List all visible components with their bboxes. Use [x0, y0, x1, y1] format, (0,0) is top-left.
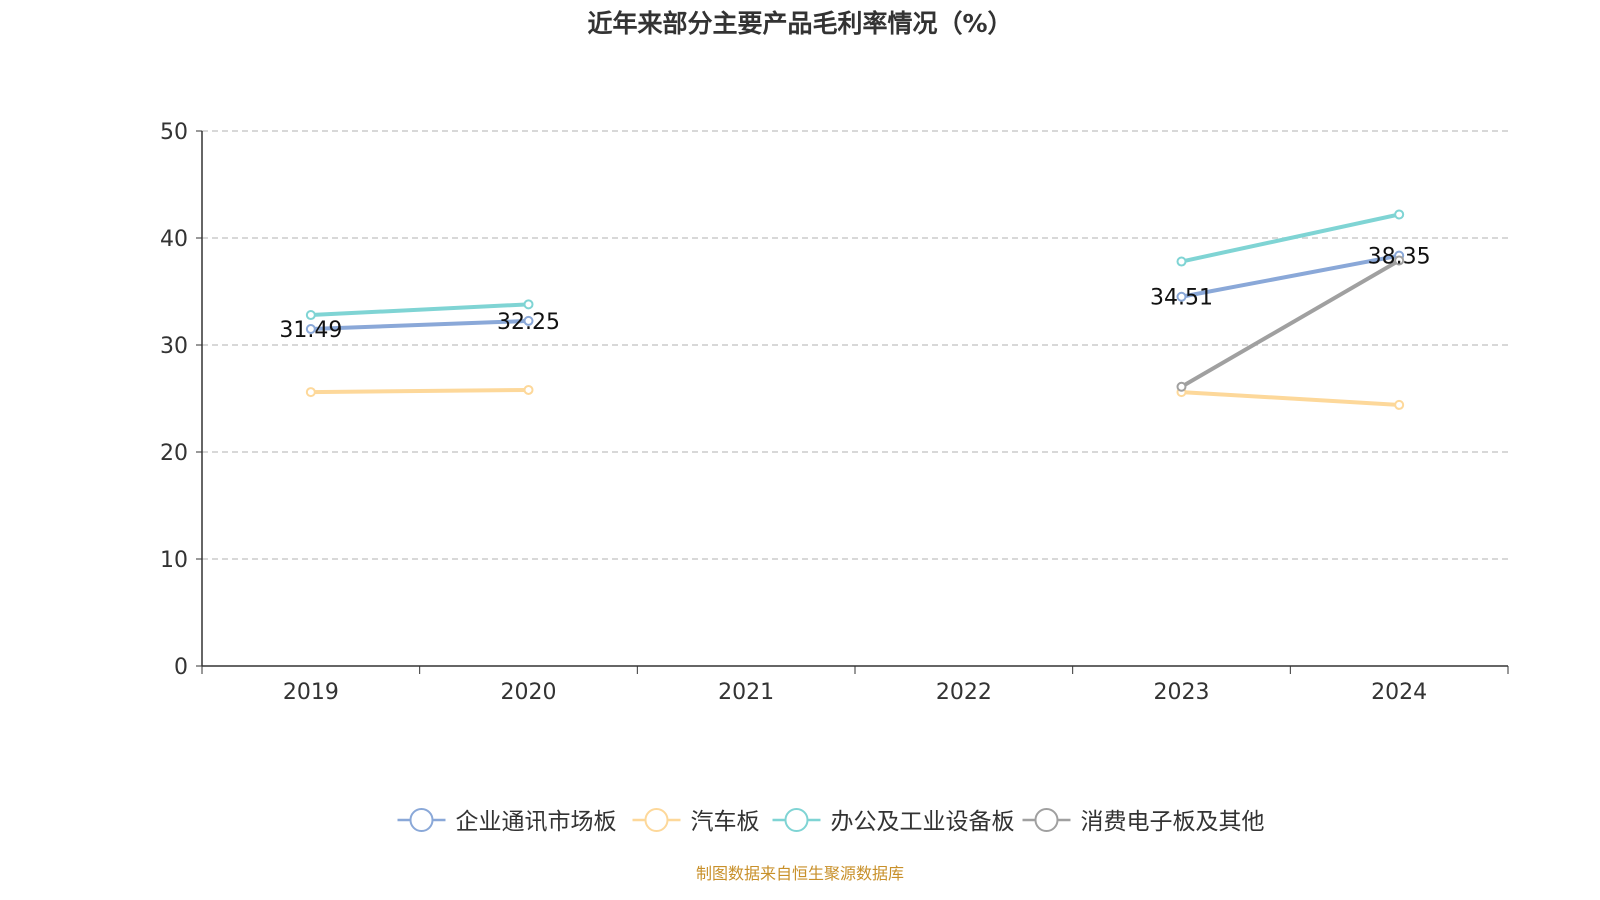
- x-tick-label: 2019: [283, 680, 339, 705]
- data-label: 34.51: [1150, 286, 1213, 311]
- data-point: [1176, 381, 1187, 392]
- data-point: [523, 384, 534, 395]
- y-tick-label: 30: [160, 334, 188, 359]
- y-tick-label: 0: [174, 655, 188, 680]
- series-line: [1181, 212, 1400, 264]
- legend-label: 办公及工业设备板: [831, 809, 1015, 835]
- series-line: [1181, 253, 1400, 299]
- x-tick-label: 2022: [936, 680, 992, 705]
- legend-label: 汽车板: [691, 809, 760, 835]
- data-point: [305, 387, 316, 398]
- legend-label: 企业通讯市场板: [456, 809, 617, 835]
- series-line: [310, 387, 529, 395]
- legend-label: 消费电子板及其他: [1081, 809, 1265, 835]
- data-point: [523, 299, 534, 310]
- x-tick-label: 2023: [1154, 680, 1210, 705]
- data-point: [523, 315, 534, 326]
- data-point: [1176, 256, 1187, 267]
- legend-marker: [1034, 808, 1059, 832]
- data-label: 31.49: [279, 318, 342, 343]
- data-point: [1394, 399, 1405, 410]
- data-point: [1394, 209, 1405, 220]
- legend-marker: [784, 808, 809, 832]
- y-tick-label: 50: [160, 120, 188, 145]
- series-line: [1180, 258, 1401, 389]
- x-tick-label: 2020: [501, 680, 557, 705]
- y-tick-label: 20: [160, 441, 188, 466]
- data-point: [305, 324, 316, 335]
- x-tick-label: 2024: [1371, 680, 1427, 705]
- series-line: [310, 318, 529, 332]
- data-point: [1176, 291, 1187, 302]
- data-label: 38.35: [1368, 245, 1431, 270]
- x-tick-label: 2021: [718, 680, 774, 705]
- data-point: [305, 310, 316, 321]
- chart-title: 近年来部分主要产品毛利率情况（%）: [587, 9, 1013, 38]
- data-label: 32.25: [497, 310, 560, 335]
- y-tick-label: 10: [160, 548, 188, 573]
- source-note: 制图数据来自恒生聚源数据库: [695, 864, 904, 883]
- y-tick-label: 40: [160, 227, 188, 252]
- legend-marker: [644, 808, 669, 832]
- series-line: [1181, 390, 1400, 407]
- data-point: [1394, 255, 1405, 266]
- series-line: [310, 302, 529, 318]
- legend-marker: [409, 808, 434, 832]
